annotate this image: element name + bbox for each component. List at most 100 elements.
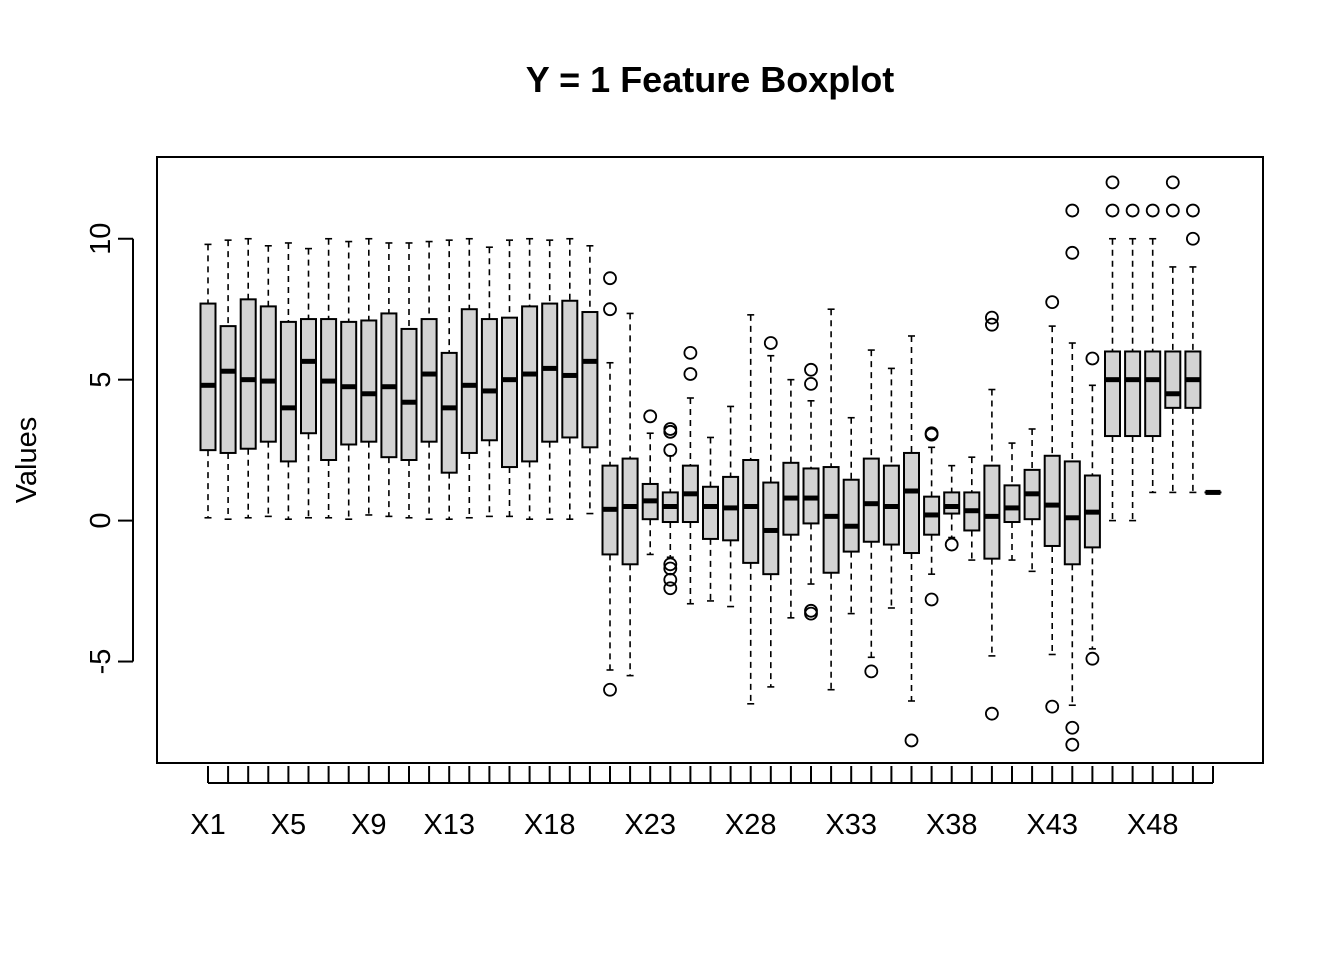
box-X11 <box>400 242 418 519</box>
box-body <box>1124 350 1142 438</box>
box-X23 <box>641 409 659 556</box>
outlier-point <box>663 422 678 436</box>
box-body <box>621 457 639 566</box>
box-body <box>219 325 237 454</box>
box-body <box>862 457 880 543</box>
box-X9 <box>360 237 378 516</box>
box-body <box>279 320 297 463</box>
box-body <box>460 308 478 454</box>
box-X44 <box>1063 203 1081 752</box>
outlier-point <box>1085 651 1100 666</box>
outlier-point <box>804 603 818 618</box>
chart-title: Y = 1 Feature Boxplot <box>526 59 894 100</box>
outlier-point <box>804 606 818 621</box>
outlier-point <box>985 317 999 332</box>
x-tick-label: X38 <box>926 809 978 841</box>
box-X36 <box>903 335 920 748</box>
box-body <box>239 298 257 450</box>
outlier-point <box>1105 203 1120 218</box>
box-X5 <box>279 242 297 520</box>
y-tick-label: 0 <box>85 513 117 529</box>
box-X28 <box>742 314 760 705</box>
outlier-point <box>603 682 617 697</box>
outlier-point <box>603 271 617 286</box>
box-X50 <box>1184 203 1202 494</box>
x-tick-label: X1 <box>190 809 225 841</box>
x-tick-label: X43 <box>1026 809 1078 841</box>
box-body <box>903 451 920 555</box>
outlier-point <box>1145 203 1160 218</box>
box-body <box>400 327 418 461</box>
outlier-point <box>985 706 999 721</box>
box-body <box>320 318 338 461</box>
box-X4 <box>259 244 277 518</box>
x-tick-label: X48 <box>1127 809 1179 841</box>
outlier-point <box>1105 175 1120 190</box>
x-tick-label: X33 <box>825 809 877 841</box>
box-X25 <box>681 345 699 605</box>
box-X20 <box>581 244 599 515</box>
box-body <box>1164 350 1182 409</box>
box-X10 <box>380 242 398 518</box>
box-X1 <box>199 243 217 519</box>
box-X46 <box>1104 175 1121 522</box>
outlier-point <box>603 302 617 317</box>
x-tick-label: X5 <box>271 809 306 841</box>
box-body <box>742 459 760 564</box>
box-X30 <box>782 378 800 619</box>
box-body <box>1144 350 1162 438</box>
box-X32 <box>822 308 840 691</box>
x-tick-label: X28 <box>725 809 777 841</box>
outlier-point <box>663 424 678 439</box>
outlier-point <box>864 664 879 679</box>
box-X19 <box>561 237 579 520</box>
box-X49 <box>1164 175 1182 494</box>
box-X12 <box>420 240 438 520</box>
outlier-point <box>643 409 658 424</box>
outlier-point <box>663 443 678 458</box>
y-tick-label: -5 <box>85 649 117 675</box>
outlier-point <box>924 426 939 441</box>
x-tick-label: X23 <box>624 809 676 841</box>
outlier-point <box>663 572 678 587</box>
box-body <box>1104 350 1121 438</box>
box-body <box>541 302 559 443</box>
box-body <box>300 318 317 435</box>
box-X37 <box>923 426 941 607</box>
box-body <box>943 491 961 515</box>
box-X18 <box>541 239 559 520</box>
box-X21 <box>601 271 619 697</box>
outlier-point <box>1165 203 1180 218</box>
box-X40 <box>983 310 1001 721</box>
box-X17 <box>521 237 539 520</box>
outlier-point <box>904 733 919 748</box>
box-body <box>581 311 599 449</box>
box-body <box>1063 460 1081 566</box>
outlier-point <box>1065 245 1080 260</box>
box-X35 <box>882 367 900 609</box>
box-body <box>440 351 458 474</box>
box-body <box>259 305 277 443</box>
box-X14 <box>460 237 478 519</box>
y-tick-label: 10 <box>85 223 117 255</box>
box-X45 <box>1083 351 1101 666</box>
outlier-point <box>1085 351 1100 366</box>
box-X34 <box>862 349 880 679</box>
box-X7 <box>320 237 338 519</box>
outlier-point <box>763 336 778 350</box>
outlier-point <box>663 581 678 596</box>
box-body <box>199 302 217 452</box>
box-X47 <box>1124 203 1142 522</box>
box-body <box>1043 454 1061 547</box>
box-X33 <box>842 416 860 615</box>
box-X26 <box>702 436 719 602</box>
box-X39 <box>963 456 981 561</box>
outlier-point <box>1186 231 1200 246</box>
box-body <box>561 299 579 439</box>
box-X6 <box>300 247 317 519</box>
box-body <box>842 478 860 553</box>
outlier-point <box>1165 175 1180 190</box>
outlier-point <box>1045 699 1060 714</box>
box-X3 <box>239 237 257 519</box>
